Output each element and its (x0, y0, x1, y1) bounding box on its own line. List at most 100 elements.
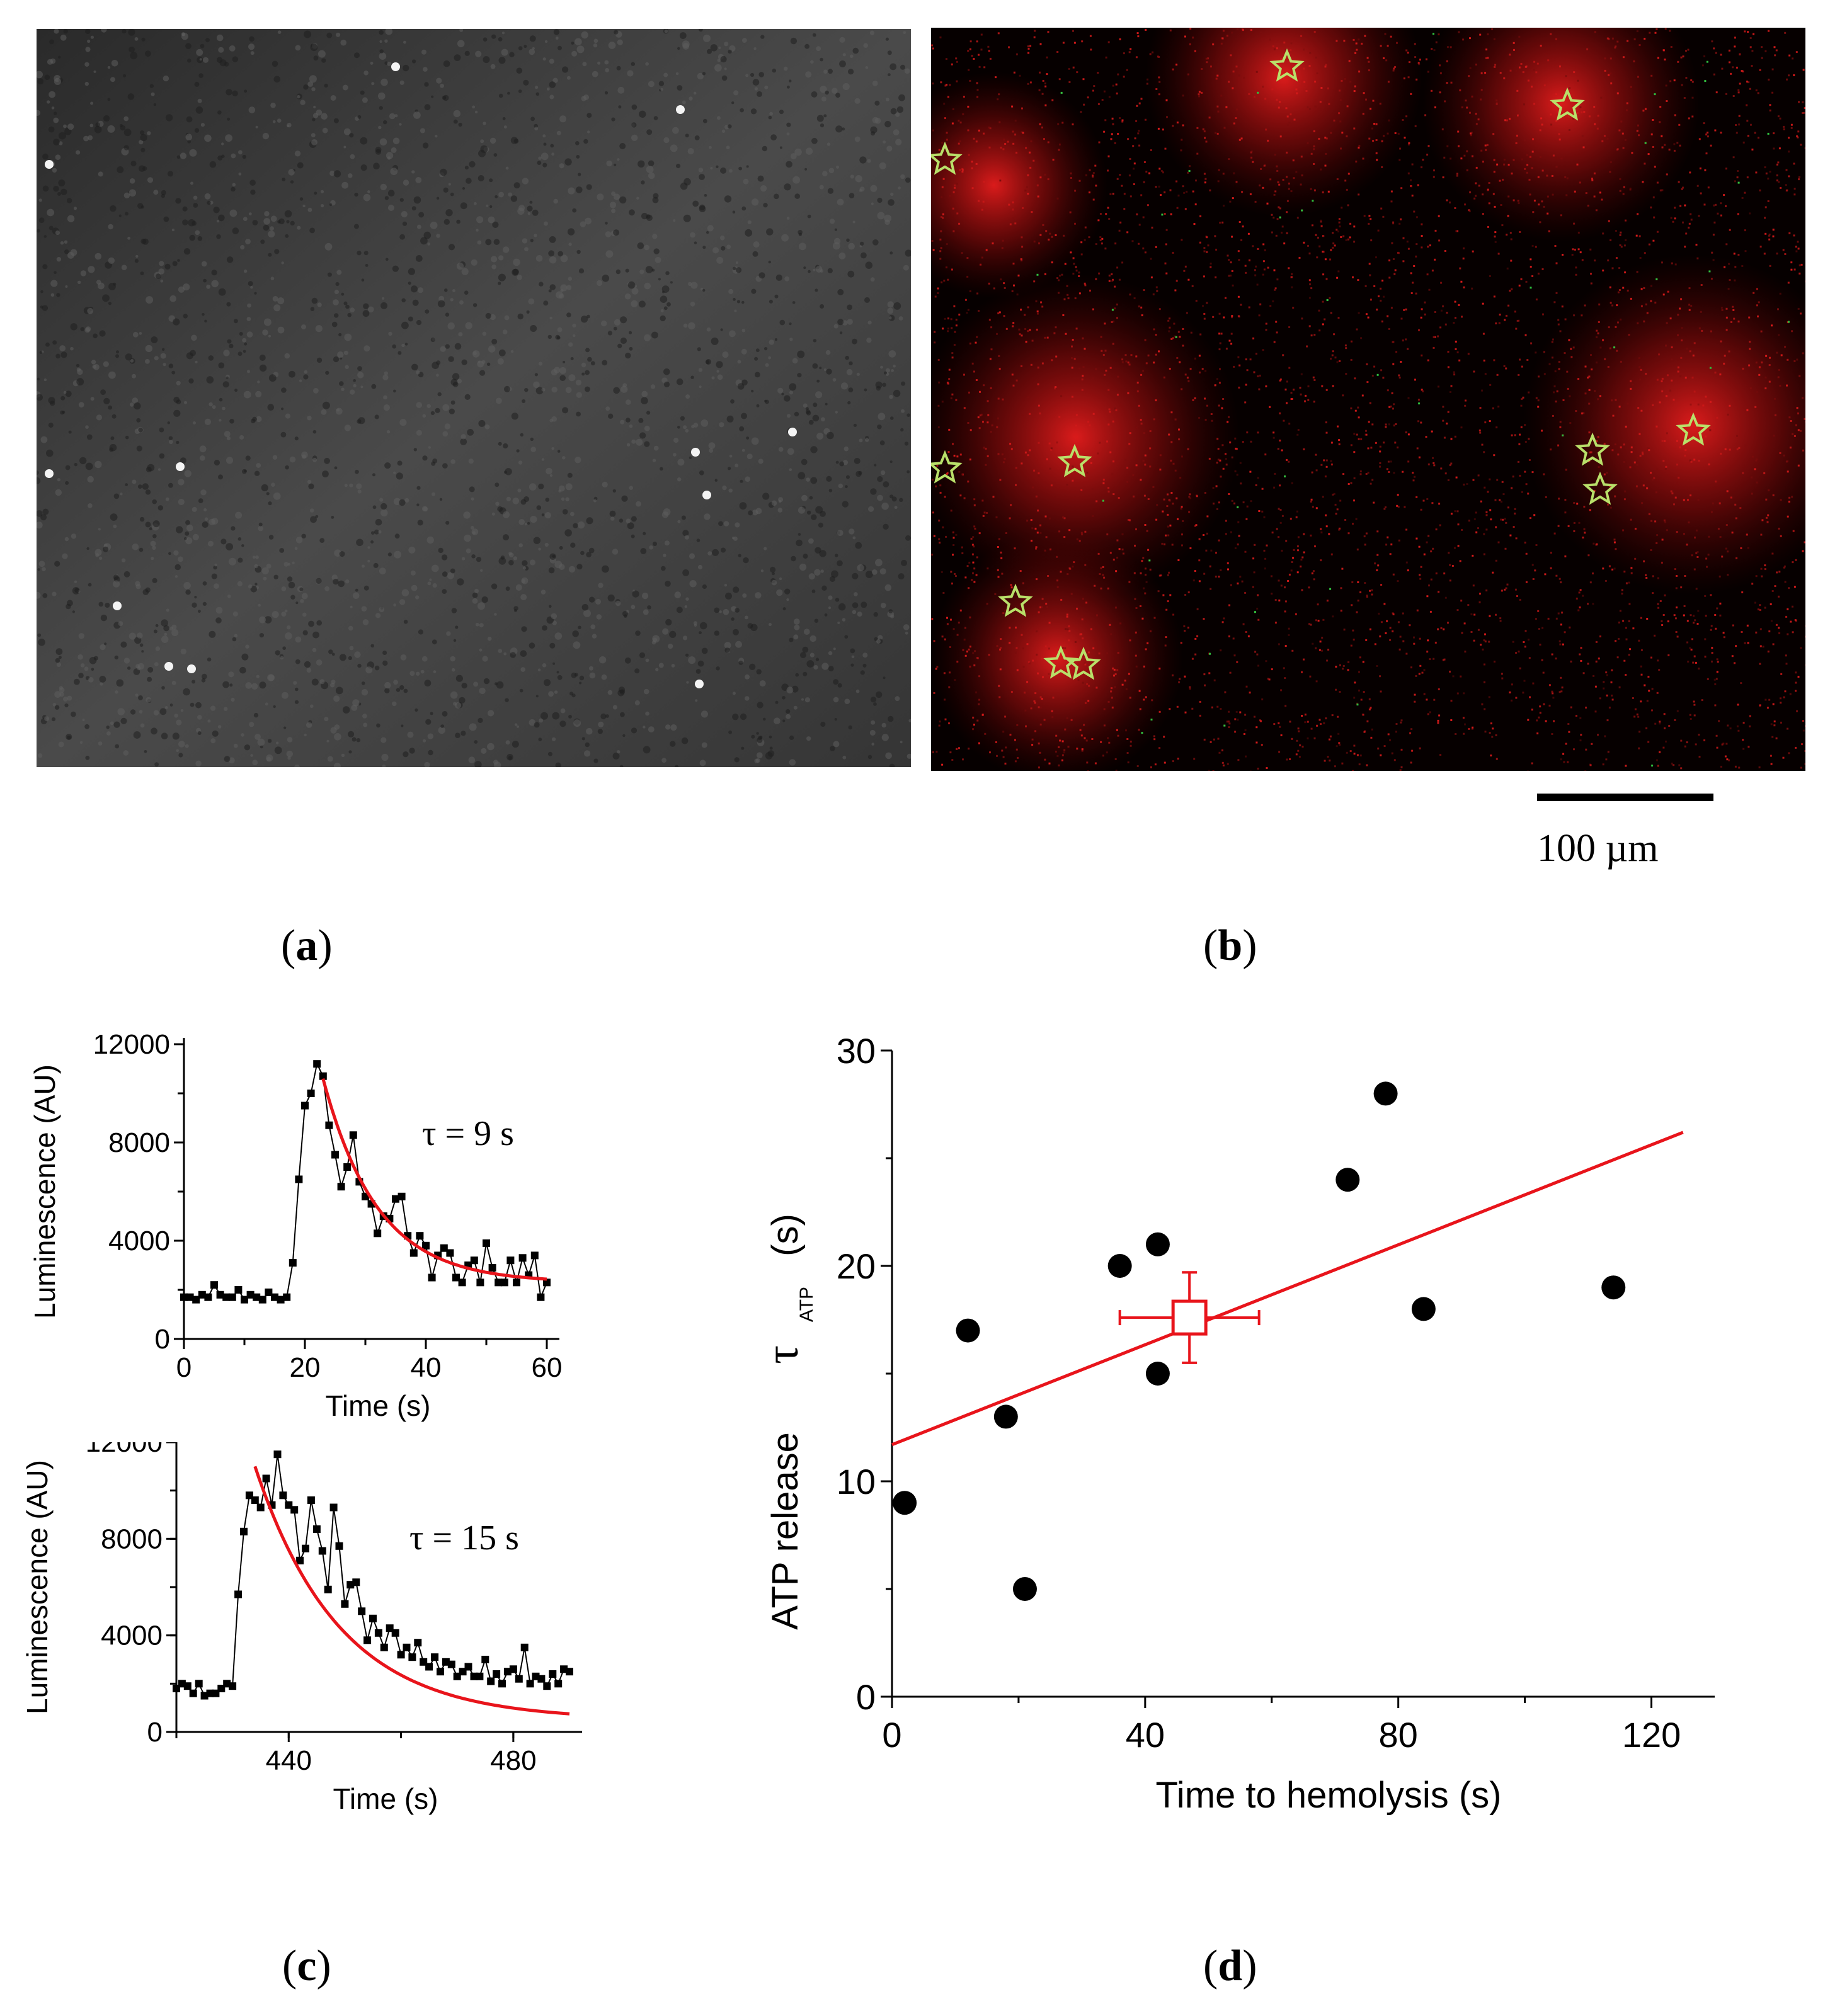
y-tick-label: 20 (837, 1246, 876, 1286)
data-point (446, 1249, 454, 1257)
data-point (515, 1675, 523, 1683)
data-point (331, 1151, 339, 1159)
data-point (391, 1629, 399, 1637)
x-tick-label: 40 (1126, 1715, 1165, 1755)
data-point (428, 1273, 436, 1282)
bright-spot (45, 469, 54, 478)
data-point (240, 1527, 248, 1535)
data-point (440, 1244, 448, 1252)
data-point (358, 1607, 366, 1615)
data-point (325, 1121, 333, 1129)
data-point (352, 1578, 360, 1586)
data-point (403, 1643, 411, 1651)
y-tick-label: 4000 (101, 1620, 163, 1651)
brightfield-image (33, 26, 912, 770)
data-point (216, 1290, 224, 1299)
data-point (537, 1293, 545, 1301)
axes: 0 20 40 60 0 4000 8000 12000 Time (s) Luminescenc… (28, 1033, 562, 1422)
exponential-fit (253, 1466, 570, 1716)
data-points (173, 1450, 573, 1700)
data-point (392, 1195, 399, 1203)
data-point (397, 1651, 405, 1659)
bright-spot (187, 664, 196, 673)
x-tick-label: 0 (176, 1352, 192, 1383)
brightfield-background (37, 29, 911, 767)
data-point (437, 1668, 444, 1676)
data-point (476, 1279, 484, 1287)
data-point (487, 1677, 495, 1685)
y-tick-label: 0 (856, 1677, 876, 1717)
data-point (369, 1614, 377, 1622)
data-point (296, 1556, 304, 1564)
data-point (1373, 1081, 1398, 1106)
data-point (183, 1682, 192, 1690)
data-point (422, 1241, 430, 1250)
y-axis-label: Luminescence (AU) (28, 1064, 61, 1319)
y-axis-label-symbol: τ (757, 1345, 808, 1364)
data-point (234, 1590, 243, 1598)
x-tick-label: 40 (411, 1352, 442, 1383)
panel-label-a: (a) (281, 921, 333, 970)
data-point (526, 1680, 534, 1688)
bright-spot (695, 680, 704, 688)
data-point (189, 1689, 197, 1697)
data-point (186, 1293, 194, 1301)
data-point (1145, 1232, 1170, 1256)
bright-spot (691, 448, 700, 457)
data-point (318, 1547, 326, 1555)
data-point (409, 1249, 418, 1257)
tau-annotation: τ = 9 s (422, 1114, 514, 1153)
data-point (246, 1290, 254, 1299)
y-tick-label: 8000 (108, 1127, 170, 1158)
bright-spot (391, 62, 400, 71)
data-point (509, 1665, 517, 1673)
star-marker (1582, 471, 1618, 505)
bright-spot (788, 428, 797, 436)
y-axis-label-unit: (s) (765, 1214, 806, 1256)
data-point (554, 1680, 563, 1688)
data-point (210, 1281, 218, 1289)
data-point (1145, 1362, 1170, 1386)
panel-label-d: (d) (1203, 1942, 1257, 1990)
data-point (408, 1653, 416, 1661)
data-point (283, 1293, 291, 1301)
data-point (537, 1675, 546, 1683)
series-line (176, 1454, 570, 1697)
data-point (476, 1672, 484, 1680)
data-point (198, 1290, 206, 1299)
data-point (464, 1663, 472, 1671)
data-point (335, 1542, 343, 1550)
data-point (893, 1491, 917, 1515)
data-point (290, 1506, 299, 1514)
data-point (1335, 1168, 1360, 1192)
x-axis-label: Time (s) (326, 1389, 431, 1422)
bright-spot (164, 662, 173, 671)
star-marker (1269, 48, 1305, 82)
data-point (319, 1072, 327, 1080)
data-point (273, 1450, 282, 1459)
data-point (302, 1544, 309, 1552)
y-axis-label-main: ATP release (765, 1432, 806, 1630)
star-marker (1550, 87, 1585, 121)
fluorescence-image (881, 0, 1847, 783)
data-point (337, 1183, 345, 1191)
chart-c-bottom: 440 480 0 4000 8000 12000 Time (s) Luminescence… (25, 1442, 582, 1815)
bright-spot (176, 462, 185, 471)
y-tick-label: 8000 (101, 1523, 163, 1554)
data-point (1012, 1577, 1037, 1601)
x-tick-label: 120 (1622, 1715, 1681, 1755)
data-point (380, 1643, 388, 1651)
y-tick-label: 12000 (86, 1442, 163, 1458)
fluorescence-speckle (931, 28, 1807, 773)
data-point (349, 1131, 357, 1139)
regression-line (891, 1130, 1684, 1447)
x-tick-label: 20 (290, 1352, 321, 1383)
data-point (307, 1090, 315, 1097)
bright-spot (702, 491, 711, 499)
y-tick-label: 12000 (93, 1033, 170, 1060)
data-point (518, 1254, 527, 1262)
scale-bar (1537, 794, 1713, 801)
data-point (180, 1293, 188, 1301)
data-point (204, 1293, 212, 1301)
data-point (993, 1404, 1018, 1429)
